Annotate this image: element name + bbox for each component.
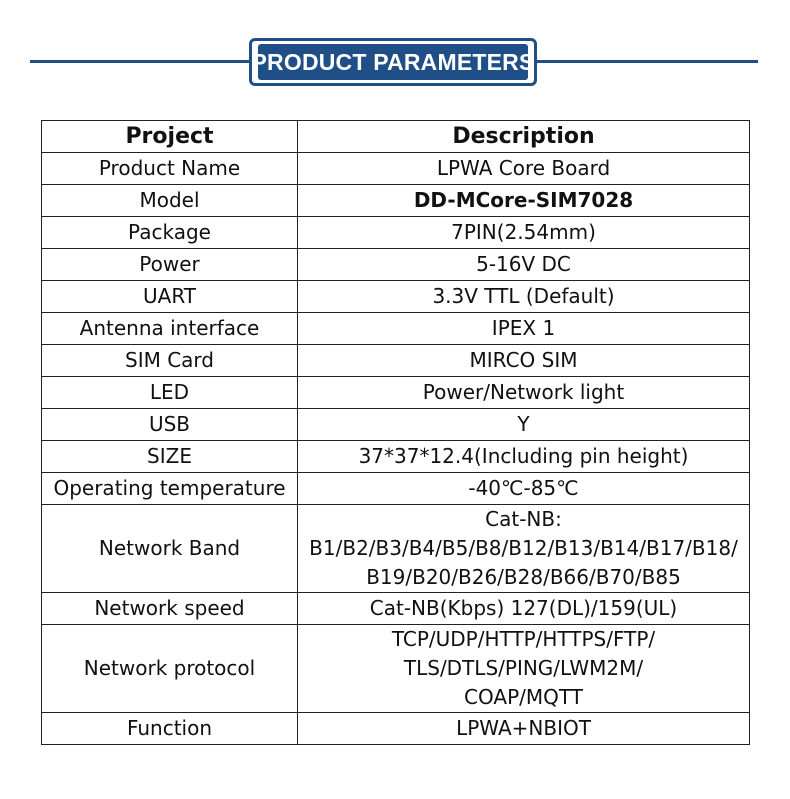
row-project-cell: Antenna interface bbox=[41, 312, 298, 345]
row-project-cell: Network Band bbox=[41, 504, 298, 593]
row-description-cell: LPWA+NBIOT bbox=[297, 712, 750, 745]
description-line: B19/B20/B26/B28/B66/B70/B85 bbox=[366, 565, 681, 589]
page-title: PRODUCT PARAMETERS bbox=[251, 48, 535, 75]
row-description-cell: LPWA Core Board bbox=[297, 152, 750, 185]
table-row: Model DD-MCore-SIM7028 bbox=[41, 184, 750, 217]
table-row: SIZE 37*37*12.4(Including pin height) bbox=[41, 440, 750, 473]
table-row: SIM Card MIRCO SIM bbox=[41, 344, 750, 377]
row-description-cell: TCP/UDP/HTTP/HTTPS/FTP/ TLS/DTLS/PING/LW… bbox=[297, 624, 750, 713]
row-description-cell: DD-MCore-SIM7028 bbox=[297, 184, 750, 217]
table-row: Operating temperature -40℃-85℃ bbox=[41, 472, 750, 505]
table-row: Antenna interface IPEX 1 bbox=[41, 312, 750, 345]
table-row: LED Power/Network light bbox=[41, 376, 750, 409]
description-line: Y bbox=[517, 412, 530, 436]
description-line: IPEX 1 bbox=[491, 316, 556, 340]
description-line: MIRCO SIM bbox=[469, 348, 578, 372]
row-description-cell: Cat-NB: B1/B2/B3/B4/B5/B8/B12/B13/B14/B1… bbox=[297, 504, 750, 593]
description-line: LPWA+NBIOT bbox=[456, 716, 591, 740]
row-project-cell: Power bbox=[41, 248, 298, 281]
column-header-description: Description bbox=[297, 120, 750, 153]
row-project-cell: UART bbox=[41, 280, 298, 313]
column-header-project: Project bbox=[41, 120, 298, 153]
description-line: Cat-NB(Kbps) 127(DL)/159(UL) bbox=[369, 596, 678, 620]
table-row: UART 3.3V TTL (Default) bbox=[41, 280, 750, 313]
table-row: Network protocol TCP/UDP/HTTP/HTTPS/FTP/… bbox=[41, 624, 750, 713]
product-parameters-table: Project Description Product Name LPWA Co… bbox=[41, 120, 750, 745]
header-badge: PRODUCT PARAMETERS bbox=[249, 38, 537, 86]
row-project-cell: Network speed bbox=[41, 592, 298, 625]
row-project-cell: Function bbox=[41, 712, 298, 745]
row-description-cell: 7PIN(2.54mm) bbox=[297, 216, 750, 249]
description-line: COAP/MQTT bbox=[464, 685, 583, 709]
description-line: 3.3V TTL (Default) bbox=[432, 284, 615, 308]
row-description-cell: MIRCO SIM bbox=[297, 344, 750, 377]
description-line: -40℃-85℃ bbox=[468, 476, 579, 500]
description-line: DD-MCore-SIM7028 bbox=[413, 188, 634, 212]
row-description-cell: Power/Network light bbox=[297, 376, 750, 409]
description-line: B1/B2/B3/B4/B5/B8/B12/B13/B14/B17/B18/ bbox=[309, 536, 738, 560]
description-line: Cat-NB: bbox=[485, 507, 562, 531]
row-description-cell: 5-16V DC bbox=[297, 248, 750, 281]
table-row: Package 7PIN(2.54mm) bbox=[41, 216, 750, 249]
row-description-cell: IPEX 1 bbox=[297, 312, 750, 345]
row-project-cell: SIZE bbox=[41, 440, 298, 473]
row-project-cell: USB bbox=[41, 408, 298, 441]
row-description-cell: -40℃-85℃ bbox=[297, 472, 750, 505]
description-line: 7PIN(2.54mm) bbox=[451, 220, 596, 244]
row-description-cell: 37*37*12.4(Including pin height) bbox=[297, 440, 750, 473]
table-row: Power 5-16V DC bbox=[41, 248, 750, 281]
row-project-cell: Package bbox=[41, 216, 298, 249]
description-line: TLS/DTLS/PING/LWM2M/ bbox=[403, 656, 644, 680]
table-row: Product Name LPWA Core Board bbox=[41, 152, 750, 185]
table-row: USB Y bbox=[41, 408, 750, 441]
row-project-cell: Operating temperature bbox=[41, 472, 298, 505]
header-badge-fill: PRODUCT PARAMETERS bbox=[252, 44, 534, 80]
description-line: 37*37*12.4(Including pin height) bbox=[358, 444, 689, 468]
table-header-row: Project Description bbox=[41, 120, 750, 153]
description-line: Power/Network light bbox=[422, 380, 625, 404]
table-row: Network Band Cat-NB: B1/B2/B3/B4/B5/B8/B… bbox=[41, 504, 750, 593]
row-project-cell: SIM Card bbox=[41, 344, 298, 377]
row-description-cell: Cat-NB(Kbps) 127(DL)/159(UL) bbox=[297, 592, 750, 625]
row-project-cell: Model bbox=[41, 184, 298, 217]
table-row: Network speed Cat-NB(Kbps) 127(DL)/159(U… bbox=[41, 592, 750, 625]
row-project-cell: Product Name bbox=[41, 152, 298, 185]
table-row: Function LPWA+NBIOT bbox=[41, 712, 750, 745]
row-project-cell: Network protocol bbox=[41, 624, 298, 713]
row-description-cell: 3.3V TTL (Default) bbox=[297, 280, 750, 313]
row-description-cell: Y bbox=[297, 408, 750, 441]
description-line: LPWA Core Board bbox=[436, 156, 611, 180]
row-project-cell: LED bbox=[41, 376, 298, 409]
description-line: 5-16V DC bbox=[476, 252, 571, 276]
description-line: TCP/UDP/HTTP/HTTPS/FTP/ bbox=[391, 627, 656, 651]
